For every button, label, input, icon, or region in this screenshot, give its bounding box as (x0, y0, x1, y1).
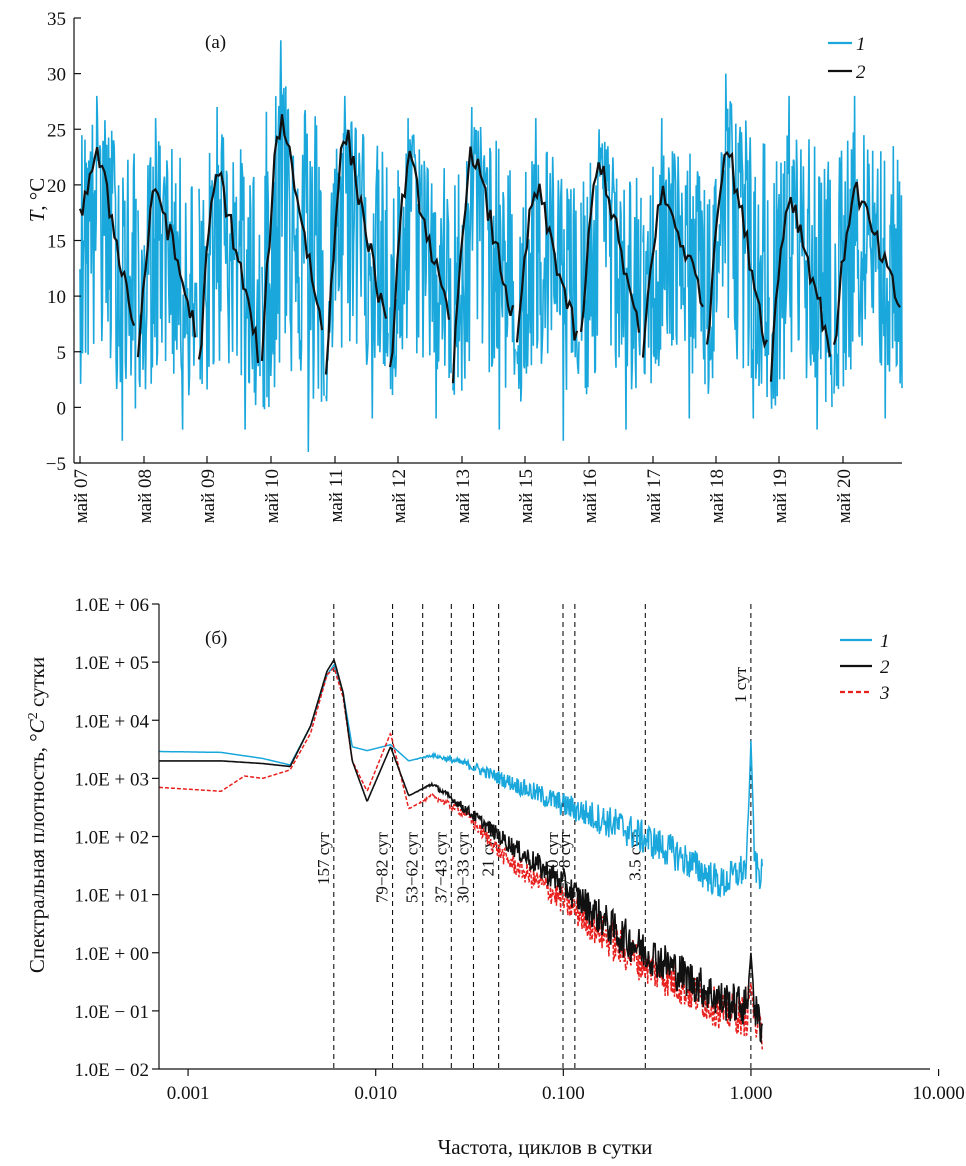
series-2-line-segment (832, 181, 901, 345)
panel-b-y-tick-label: 1.0E + 04 (74, 711, 149, 732)
series-2-line-segment (324, 129, 388, 375)
reference-line-label: 7−8 сут (555, 831, 574, 886)
panel-b-reference-lines: 157 сут 79−82 сут 53−62 сут 37−43 сут 30−33 … (314, 604, 752, 1069)
panel-a-x-tick-label: май 16 (580, 469, 601, 523)
panel-a-y-tick-label: 10 (47, 287, 66, 308)
panel-a-x-tick-label: май 15 (516, 469, 537, 523)
panel-b-x-axis-title: Частота, циклов в сутки (438, 1135, 653, 1159)
panel-a-y-tick-label: 35 (47, 9, 66, 30)
panel-a-x-tick-label: май 09 (198, 469, 219, 523)
panel-b-x-tick-label: 1.000 (730, 1083, 773, 1104)
reference-line-label: 30−33 сут (453, 831, 472, 903)
series-2-spectrum-line (159, 658, 764, 1045)
panel-a-y-tick-label: 0 (57, 398, 67, 419)
legend-label-series-3: 3 (879, 683, 890, 704)
panel-b-plot-area (159, 658, 764, 1050)
panel-a-x-tick-label: май 08 (135, 469, 156, 523)
panel-a-plot-area (78, 40, 903, 452)
series-1-line-segment (706, 73, 770, 419)
panel-b-y-tick-label: 1.0E + 06 (74, 595, 149, 616)
series-1-line-segment (833, 95, 903, 419)
legend-label-series-1: 1 (880, 631, 890, 652)
panel-b-x-axis: 0.001 0.010 0.100 1.000 10.000 (159, 1068, 965, 1104)
panel-a-x-tick-label: май 13 (453, 469, 474, 523)
series-1-line-segment (198, 106, 261, 430)
series-1-line-segment (325, 95, 389, 419)
panel-b-y-tick-label: 1.0E − 01 (74, 1002, 149, 1023)
reference-line-label: 1 сут (731, 666, 750, 703)
panel-b-y-tick-label: 1.0E + 03 (74, 769, 149, 790)
panel-b-y-axis: 1.0E + 06 1.0E + 05 1.0E + 04 1.0E + 03 1.0E… (74, 595, 160, 1081)
series-2-line-segment (78, 147, 136, 326)
series-1-line-segment (452, 106, 516, 430)
panel-a-y-tick-label: 5 (57, 343, 67, 364)
reference-line-label: 37−43 сут (431, 831, 450, 903)
panel-a-y-tick-label: 30 (47, 65, 66, 86)
panel-b-label: (б) (205, 628, 227, 649)
legend-label-series-2: 2 (880, 657, 890, 678)
series-2-line-segment (769, 196, 832, 382)
panel-a-x-tick-label: май 20 (834, 469, 855, 523)
series-2-line-segment (388, 150, 451, 368)
panel-a-x-axis: май 07 май 08 май 09 май 10 май 11 май 12 май … (71, 456, 902, 523)
panel-a-x-tick-label: май 07 (71, 469, 92, 523)
series-2-line-segment (136, 187, 197, 358)
series-1-line-segment (261, 40, 325, 452)
panel-b-y-tick-label: 1.0E + 01 (74, 886, 149, 907)
panel-b-x-tick-label: 0.010 (354, 1083, 397, 1104)
panel-a-x-tick-label: май 19 (770, 469, 791, 523)
panel-a-y-tick-label: −5 (46, 454, 66, 475)
legend-label-series-1: 1 (856, 34, 866, 55)
panel-a-x-tick-label: май 12 (389, 469, 410, 523)
series-2-line-segment (705, 150, 768, 349)
panel-a-y-tick-label: 20 (47, 176, 66, 197)
panel-a-legend: 12 (828, 34, 866, 83)
series-2-line-segment (197, 170, 260, 364)
series-2-line-segment (260, 114, 324, 361)
panel-b-y-axis-title: Спектральная плотность, °C2 сутки (25, 657, 49, 973)
panel-a-x-tick-label: май 18 (707, 469, 728, 523)
panel-a-label: (а) (205, 32, 226, 53)
panel-a-temperature-chart: 35 30 25 20 15 10 5 0 −5 май 07 май 08 май 09 май 1… (25, 9, 903, 523)
reference-line-label: 53−62 сут (403, 831, 422, 903)
panel-b-y-tick-label: 1.0E + 02 (74, 828, 149, 849)
panel-b-x-tick-label: 0.001 (167, 1083, 210, 1104)
panel-b-x-tick-label: 0.100 (542, 1083, 585, 1104)
series-2-line-segment (515, 183, 579, 343)
panel-b-y-tick-label: 1.0E + 00 (74, 944, 149, 965)
panel-a-y-axis: 35 30 25 20 15 10 5 0 −5 (46, 9, 81, 475)
panel-a-x-tick-label: май 17 (644, 469, 665, 523)
series-1-line-segment (516, 118, 580, 441)
panel-a-x-tick-label: май 11 (326, 469, 347, 523)
legend-label-series-2: 2 (856, 62, 866, 83)
series-1-line-segment (389, 118, 452, 419)
panel-a-y-axis-title: T, °C (25, 178, 49, 223)
panel-a-y-tick-label: 25 (47, 120, 66, 141)
series-1-line-segment (79, 95, 137, 441)
panel-b-y-tick-label: 1.0E − 02 (74, 1060, 149, 1081)
panel-a-x-tick-label: май 10 (262, 469, 283, 523)
series-2-line-segment (579, 162, 641, 333)
series-2-line-segment (451, 146, 515, 384)
panel-b-y-tick-label: 1.0E + 05 (74, 653, 149, 674)
panel-b-x-tick-label: 10.000 (912, 1083, 964, 1104)
reference-line-label: 79−82 сут (373, 831, 392, 903)
panel-b-legend: 1 2 3 (840, 631, 890, 704)
series-1-line-segment (137, 118, 198, 430)
reference-line-label: 21 сут (479, 831, 498, 876)
series-2-line-segment (641, 185, 704, 358)
series-1-line-segment (642, 118, 706, 419)
reference-line-label: 157 сут (314, 831, 333, 885)
series-1-spectrum-line (159, 663, 764, 898)
panel-a-y-tick-label: 15 (47, 232, 66, 253)
panel-b-spectrum-chart: 157 сут 79−82 сут 53−62 сут 37−43 сут 30−33 … (25, 595, 965, 1159)
series-1-line-segment (580, 129, 642, 430)
